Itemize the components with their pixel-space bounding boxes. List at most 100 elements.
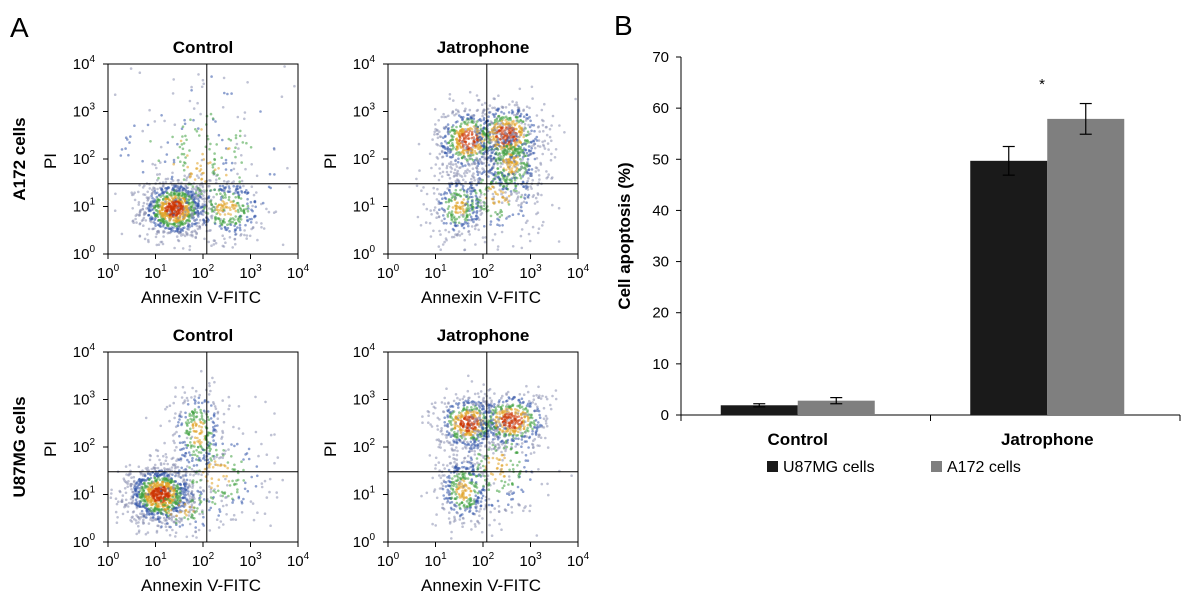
event-dot xyxy=(228,230,231,233)
event-dot xyxy=(151,227,155,231)
event-dot xyxy=(153,163,157,167)
event-dot xyxy=(181,215,185,219)
event-dot xyxy=(530,141,533,144)
event-dot xyxy=(120,148,124,151)
event-dot xyxy=(472,172,475,175)
event-dot xyxy=(500,119,504,123)
event-dot xyxy=(120,232,124,236)
event-dot xyxy=(202,158,206,161)
event-dot xyxy=(190,212,193,215)
event-dot xyxy=(501,132,505,136)
event-dot xyxy=(207,393,211,396)
event-dot xyxy=(199,164,202,168)
event-dot xyxy=(471,146,474,149)
event-dot xyxy=(224,168,228,171)
event-dot xyxy=(454,162,458,166)
event-dot xyxy=(196,209,199,213)
event-dot xyxy=(147,513,151,516)
event-dot xyxy=(115,521,119,524)
event-dot xyxy=(460,132,463,135)
event-dot xyxy=(514,165,517,169)
event-dot xyxy=(255,465,259,468)
event-dot xyxy=(202,197,205,201)
event-dot xyxy=(233,482,236,486)
event-dot xyxy=(513,103,517,107)
event-dot xyxy=(131,499,135,502)
event-dot xyxy=(515,135,519,138)
event-dot xyxy=(436,212,440,215)
event-dot xyxy=(435,132,439,136)
event-dot xyxy=(191,426,195,430)
event-dot xyxy=(206,137,210,141)
event-dot xyxy=(433,130,437,134)
event-dot xyxy=(532,140,536,143)
event-dot xyxy=(203,411,207,414)
event-dot xyxy=(154,209,158,212)
event-dot xyxy=(188,466,191,469)
event-dot xyxy=(501,149,504,153)
event-dot xyxy=(457,221,461,225)
event-dot xyxy=(466,150,469,154)
event-dot xyxy=(436,157,440,160)
event-dot xyxy=(502,140,506,144)
event-dot xyxy=(443,217,446,221)
event-dot xyxy=(440,115,444,119)
event-dot xyxy=(151,162,154,166)
event-dot xyxy=(250,475,253,479)
event-dot xyxy=(492,173,495,177)
event-dot xyxy=(219,206,223,210)
event-dot xyxy=(496,138,500,141)
event-dot xyxy=(549,158,553,162)
event-dot xyxy=(449,191,452,194)
event-dot xyxy=(444,228,447,232)
event-dot xyxy=(441,155,445,159)
event-dot xyxy=(192,118,195,122)
event-dot xyxy=(477,218,481,221)
event-dot xyxy=(464,203,467,206)
event-dot xyxy=(147,238,150,242)
event-dot xyxy=(517,204,520,207)
event-dot xyxy=(470,162,474,166)
event-dot xyxy=(242,458,245,461)
event-dot xyxy=(488,131,492,134)
event-dot xyxy=(188,149,191,152)
event-dot xyxy=(539,163,543,166)
event-dot xyxy=(188,175,192,179)
plot-title: Control xyxy=(173,38,233,57)
event-dot xyxy=(196,203,200,206)
y-tick-exponent: 0 xyxy=(369,244,375,255)
event-dot xyxy=(243,117,246,121)
event-dot xyxy=(189,441,192,444)
event-dot xyxy=(457,172,460,176)
event-dot xyxy=(462,226,466,230)
event-dot xyxy=(528,106,531,110)
event-dot xyxy=(509,143,512,147)
event-dot xyxy=(194,128,197,131)
event-dot xyxy=(176,156,180,159)
event-dot xyxy=(490,127,494,131)
event-dot xyxy=(242,184,245,188)
event-dot xyxy=(483,101,487,105)
event-dot xyxy=(501,224,504,227)
event-dot xyxy=(245,189,248,192)
event-dot xyxy=(169,227,172,231)
event-dot xyxy=(159,489,163,493)
event-dot xyxy=(464,128,467,131)
event-dot xyxy=(224,477,227,481)
event-dot xyxy=(175,445,178,449)
y-tick-exponent: 2 xyxy=(89,149,95,160)
event-dot xyxy=(254,205,257,209)
event-dot xyxy=(246,81,249,84)
event-dot xyxy=(217,133,221,137)
event-dot xyxy=(415,184,419,188)
event-dot xyxy=(225,474,228,478)
event-dot xyxy=(161,206,164,209)
event-dot xyxy=(478,209,482,213)
event-dot xyxy=(161,194,165,197)
event-dot xyxy=(172,162,175,166)
event-dot xyxy=(155,243,159,247)
event-dot xyxy=(440,175,444,178)
event-dot xyxy=(133,198,137,202)
event-dot xyxy=(135,514,138,517)
event-dot xyxy=(186,465,189,468)
